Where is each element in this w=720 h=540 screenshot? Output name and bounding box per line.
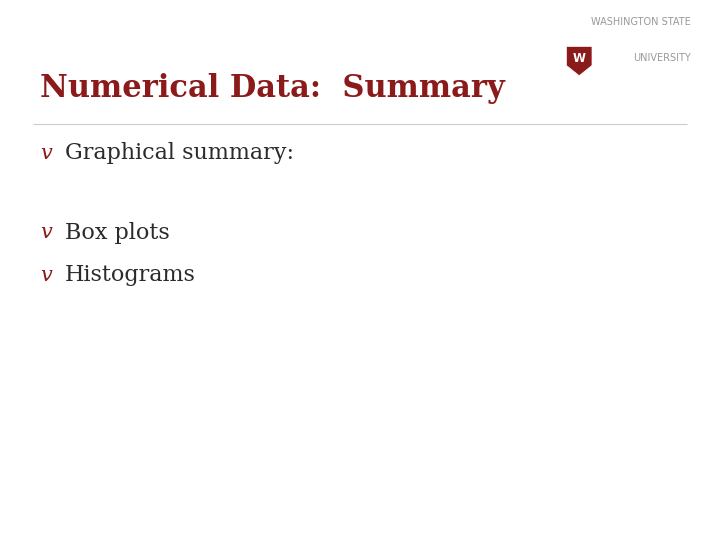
Text: Box plots: Box plots [65,222,169,244]
Text: v: v [40,223,52,242]
Text: v: v [40,266,52,285]
Text: Histograms: Histograms [65,264,196,286]
Text: UNIVERSITY: UNIVERSITY [633,53,691,63]
Text: W: W [572,52,585,65]
Text: WASHINGTON STATE: WASHINGTON STATE [591,17,691,28]
Text: v: v [40,144,52,163]
Text: Graphical summary:: Graphical summary: [65,142,294,164]
Polygon shape [567,46,592,76]
Text: Numerical Data:  Summary: Numerical Data: Summary [40,73,505,104]
